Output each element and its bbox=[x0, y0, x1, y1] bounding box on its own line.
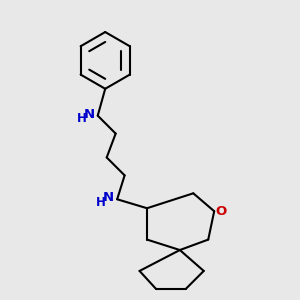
Text: N: N bbox=[84, 108, 95, 121]
Text: H: H bbox=[96, 196, 106, 209]
Text: N: N bbox=[103, 191, 114, 204]
Text: H: H bbox=[76, 112, 86, 125]
Text: O: O bbox=[215, 205, 226, 218]
